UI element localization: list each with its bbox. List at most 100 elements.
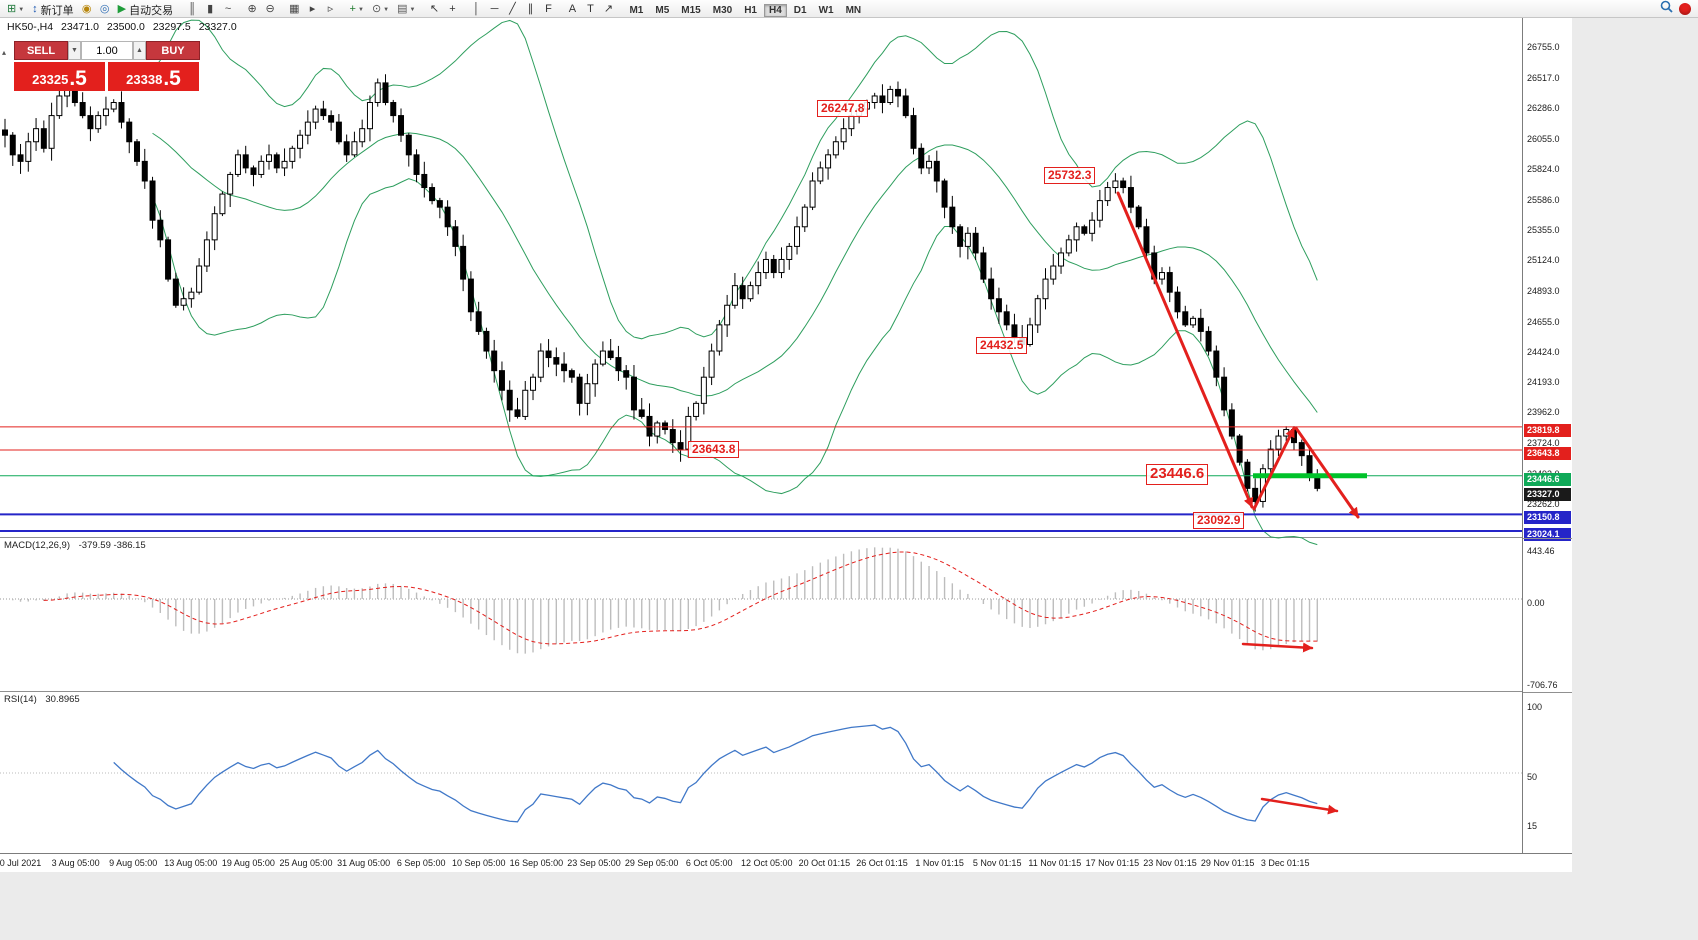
candle-body — [809, 180, 816, 208]
zoom-out-icon: ⊖ — [265, 3, 275, 16]
volume-input[interactable] — [81, 41, 133, 60]
new-order-button[interactable]: ↕ 新订单 — [28, 2, 78, 18]
text-label-icon[interactable]: T — [581, 2, 599, 18]
cursor-icon[interactable]: ↖ — [425, 2, 443, 18]
fibonacci-icon[interactable]: F — [539, 2, 557, 18]
dropdown-caret-icon: ▼ — [409, 6, 416, 13]
vertical-line-icon: │ — [473, 3, 480, 16]
price-chart[interactable] — [0, 18, 1522, 853]
indicators-icon: + — [349, 3, 356, 16]
price-axis[interactable]: 26755.0 26517.0 26286.0 26055.0 25824.0 25586… — [1522, 18, 1572, 853]
alerts-icon[interactable]: ◉ — [78, 2, 96, 18]
candle-body — [1143, 226, 1150, 254]
candle-body — [266, 154, 273, 162]
timeframe-m5-button[interactable]: M5 — [655, 4, 670, 16]
search-icon[interactable] — [1660, 0, 1673, 18]
horizontal-line-icon[interactable]: ─ — [485, 2, 503, 18]
crosshair-icon[interactable]: + — [443, 2, 461, 18]
volume-decrease-button[interactable]: ▼ — [68, 41, 81, 60]
candle-body — [1228, 409, 1235, 437]
price-tag: 23150.8 — [1524, 511, 1571, 525]
autotrading-button[interactable]: ▶ 自动交易 — [114, 2, 177, 18]
timeframe-h4-button[interactable]: H4 — [763, 3, 787, 17]
trendline-icon[interactable]: ╱ — [503, 2, 521, 18]
candle-body — [545, 350, 552, 359]
candle-body — [242, 154, 249, 169]
price-tick: 23724.0 — [1527, 438, 1560, 449]
one-click-collapse-icon[interactable]: ▴ — [2, 48, 7, 57]
tile-windows-icon[interactable]: ▦ — [285, 2, 303, 18]
candle-body — [832, 141, 839, 156]
sell-price-box[interactable]: 23325 .5 — [14, 62, 105, 91]
candle-body — [1135, 206, 1142, 228]
candle-body — [514, 409, 521, 417]
candle-body — [475, 311, 482, 332]
community-icon[interactable]: ◎ — [96, 2, 114, 18]
candle-body — [879, 95, 886, 104]
buy-button[interactable]: BUY — [146, 41, 200, 60]
tile-windows-icon: ▦ — [289, 3, 300, 16]
candle-body — [762, 258, 769, 274]
price-tick: 24655.0 — [1527, 316, 1560, 327]
templates-icon[interactable]: ▤ ▼ — [393, 2, 419, 18]
text-icon[interactable]: A — [563, 2, 581, 18]
candle-body — [390, 102, 397, 117]
time-label: 29 Sep 05:00 — [624, 858, 679, 868]
candle-body — [825, 154, 832, 169]
candle-body — [1050, 265, 1057, 280]
candle-body — [312, 108, 319, 123]
chart-shift-icon[interactable]: ▹ — [322, 2, 340, 18]
zoom-out-icon[interactable]: ⊖ — [261, 2, 279, 18]
candle-body — [1042, 278, 1049, 300]
new-chart-icon[interactable]: ⊞ ▼ — [3, 2, 28, 18]
arrows-icon: ↗ — [603, 3, 614, 16]
candle-body — [592, 363, 599, 385]
zoom-in-icon[interactable]: ⊕ — [243, 2, 261, 18]
candle-body — [677, 442, 684, 450]
timeframe-m1-button[interactable]: M1 — [629, 4, 644, 16]
candle-body — [110, 102, 117, 110]
indicators-icon[interactable]: + ▼ — [346, 2, 368, 18]
toolbar: ⊞ ▼ ↕ 新订单 ◉ ◎ ▶ 自动交易 ║ ▮ ~ ⊕ ⊖ ▦ ▸ ▹ + ▼ ⊙ ▼ ▤ ▼ ↖ + │ ─ ╱ ∥ F A T ↗ M1… — [0, 0, 1698, 18]
candle-body — [1275, 435, 1282, 450]
time-label: 6 Oct 05:00 — [685, 858, 733, 868]
candle-body — [1158, 272, 1165, 280]
arrows-icon[interactable]: ↗ — [599, 2, 617, 18]
periods-icon: ⊙ — [371, 3, 382, 16]
timeframe-m30-button[interactable]: M30 — [712, 4, 733, 16]
candle-body — [157, 219, 164, 241]
timeframe-h1-button[interactable]: H1 — [744, 4, 757, 16]
bars-chart-icon[interactable]: ║ — [183, 2, 201, 18]
vertical-line-icon[interactable]: │ — [467, 2, 485, 18]
rsi-value: 30.8965 — [45, 694, 80, 705]
buy-price-box[interactable]: 23338 .5 — [108, 62, 199, 91]
timeframe-d1-button[interactable]: D1 — [793, 4, 807, 16]
timeframe-mn-button[interactable]: MN — [845, 4, 862, 16]
notifications-badge-icon[interactable] — [1679, 2, 1691, 15]
time-label: 26 Oct 01:15 — [856, 858, 908, 868]
candle-body — [359, 128, 366, 143]
candle-body — [553, 357, 560, 365]
time-label: 23 Nov 01:15 — [1143, 858, 1197, 868]
candles-chart-icon[interactable]: ▮ — [201, 2, 219, 18]
time-label: 5 Nov 01:15 — [972, 858, 1022, 868]
workspace-background — [1573, 18, 1698, 872]
price-tag: 23327.0 — [1524, 488, 1571, 502]
candle-body — [1213, 350, 1220, 378]
auto-scroll-icon[interactable]: ▸ — [304, 2, 322, 18]
line-chart-icon[interactable]: ~ — [219, 2, 237, 18]
candle-body — [141, 160, 148, 182]
equidistant-channel-icon[interactable]: ∥ — [521, 2, 539, 18]
timeframe-w1-button[interactable]: W1 — [818, 4, 834, 16]
time-label: 19 Aug 05:00 — [221, 858, 275, 868]
periods-icon[interactable]: ⊙ ▼ — [368, 2, 393, 18]
volume-increase-button[interactable]: ▲ — [133, 41, 146, 60]
price-tick: 25355.0 — [1527, 225, 1560, 236]
timeframe-m15-button[interactable]: M15 — [681, 4, 701, 16]
time-axis[interactable]: 30 Jul 2021 3 Aug 05:00 9 Aug 05:00 13 Aug … — [0, 853, 1572, 872]
candle-body — [366, 102, 373, 130]
fibonacci-icon: F — [545, 3, 552, 16]
trend-arrow — [1260, 797, 1339, 815]
sell-button[interactable]: SELL — [14, 41, 68, 60]
candle-body — [801, 206, 808, 228]
